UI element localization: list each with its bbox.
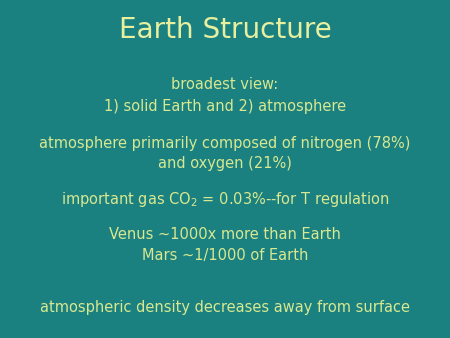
Text: Earth Structure: Earth Structure [119,17,331,44]
Text: atmospheric density decreases away from surface: atmospheric density decreases away from … [40,300,410,315]
Text: atmosphere primarily composed of nitrogen (78%): atmosphere primarily composed of nitroge… [39,136,411,151]
Text: Venus ~1000x more than Earth: Venus ~1000x more than Earth [109,227,341,242]
Text: Mars ~1/1000 of Earth: Mars ~1/1000 of Earth [142,248,308,263]
Text: 1) solid Earth and 2) atmosphere: 1) solid Earth and 2) atmosphere [104,99,346,114]
Text: important gas CO$_2$ = 0.03%--for T regulation: important gas CO$_2$ = 0.03%--for T regu… [61,190,389,209]
Text: broadest view:: broadest view: [171,77,279,92]
Text: and oxygen (21%): and oxygen (21%) [158,156,292,171]
